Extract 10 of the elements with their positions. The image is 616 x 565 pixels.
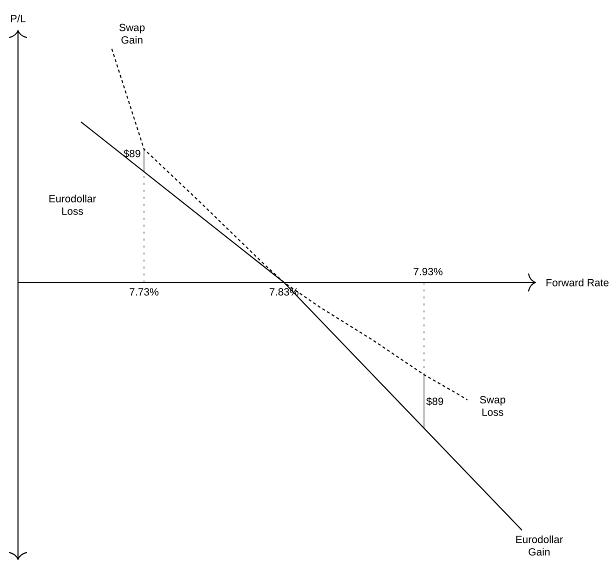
annotation: 7.93% (414, 268, 442, 276)
annotation: $89 (123, 149, 140, 158)
annotation: Swap Loss (480, 396, 506, 416)
x-tick-label: 7.73% (130, 288, 158, 296)
annotation: Swap Gain (119, 24, 145, 44)
annotation: $89 (426, 397, 444, 406)
x-axis-title: Forward Rate (546, 278, 609, 286)
annotation: Eurodollar Gain (516, 535, 563, 556)
y-axis-title: P/L (11, 14, 26, 22)
annotation: Eurodollar Loss (49, 194, 96, 215)
